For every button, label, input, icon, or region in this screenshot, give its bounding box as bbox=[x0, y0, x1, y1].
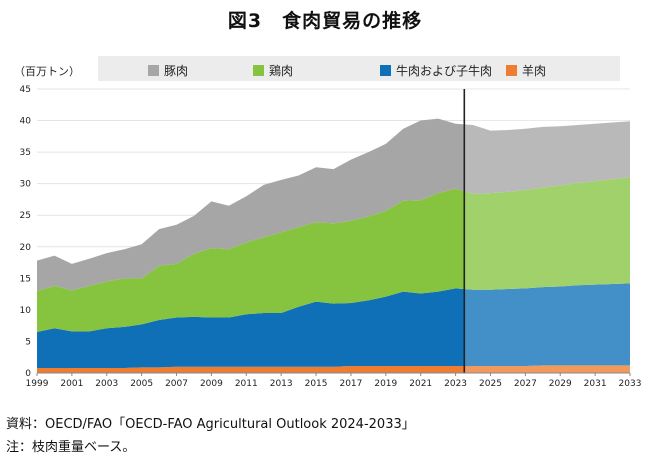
projection-overlay bbox=[463, 89, 630, 373]
legend-label-beef: 牛肉および子牛肉 bbox=[396, 64, 493, 78]
y-axis-unit-label: （百万トン） bbox=[14, 65, 80, 78]
x-tick-label: 2021 bbox=[409, 379, 432, 389]
y-tick-label: 45 bbox=[20, 85, 31, 95]
legend-item-sheep: 羊肉 bbox=[506, 62, 546, 79]
y-tick-label: 30 bbox=[20, 180, 32, 190]
projection-shade bbox=[464, 89, 630, 373]
x-tick-label: 2029 bbox=[549, 379, 572, 389]
area-series bbox=[37, 118, 630, 373]
y-tick-label: 25 bbox=[20, 211, 31, 221]
chart-legend: 豚肉 鶏肉 牛肉および子牛肉 羊肉 bbox=[98, 56, 620, 81]
y-tick-label: 15 bbox=[20, 274, 31, 284]
source-note: 資料：OECD/FAO「OECD-FAO Agricultural Outloo… bbox=[6, 417, 415, 432]
legend-item-pork: 豚肉 bbox=[148, 62, 188, 79]
legend-swatch-poultry bbox=[253, 65, 264, 76]
legend-swatch-sheep bbox=[506, 65, 517, 76]
y-tick-label: 0 bbox=[25, 369, 31, 379]
legend-label-pork: 豚肉 bbox=[164, 64, 189, 78]
legend-item-poultry: 鶏肉 bbox=[253, 62, 293, 79]
area-pork bbox=[37, 118, 630, 291]
x-tick-label: 2023 bbox=[444, 379, 467, 389]
y-tick-label: 35 bbox=[20, 148, 31, 158]
x-tick-label: 1999 bbox=[26, 379, 49, 389]
x-tick-label: 2013 bbox=[270, 379, 293, 389]
y-tick-label: 5 bbox=[25, 337, 31, 347]
chart-title: 図3 食肉貿易の推移 bbox=[227, 10, 423, 32]
x-tick-label: 2007 bbox=[165, 379, 188, 389]
x-tick-label: 2005 bbox=[130, 379, 153, 389]
legend-swatch-pork bbox=[148, 65, 159, 76]
y-tick-label: 10 bbox=[20, 306, 32, 316]
legend-item-beef: 牛肉および子牛肉 bbox=[380, 62, 492, 79]
x-tick-label: 2033 bbox=[619, 379, 642, 389]
x-tick-label: 2011 bbox=[235, 379, 258, 389]
y-tick-label: 40 bbox=[20, 117, 32, 127]
area-poultry bbox=[37, 177, 630, 332]
x-tick-label: 2015 bbox=[305, 379, 328, 389]
x-tick-label: 2017 bbox=[339, 379, 362, 389]
x-tick-label: 2019 bbox=[374, 379, 397, 389]
area-sheep bbox=[37, 365, 630, 373]
y-tick-label: 20 bbox=[20, 243, 32, 253]
legend-label-sheep: 羊肉 bbox=[522, 64, 547, 78]
area-beef bbox=[37, 283, 630, 368]
footnote: 注：枝肉重量ベース。 bbox=[6, 440, 136, 455]
x-tick-label: 2027 bbox=[514, 379, 537, 389]
legend-label-poultry: 鶏肉 bbox=[269, 64, 294, 78]
x-tick-label: 2009 bbox=[200, 379, 223, 389]
legend-swatch-beef bbox=[380, 65, 391, 76]
x-tick-label: 2003 bbox=[95, 379, 118, 389]
x-tick-label: 2025 bbox=[479, 379, 502, 389]
x-tick-label: 2031 bbox=[584, 379, 607, 389]
x-tick-label: 2001 bbox=[60, 379, 83, 389]
